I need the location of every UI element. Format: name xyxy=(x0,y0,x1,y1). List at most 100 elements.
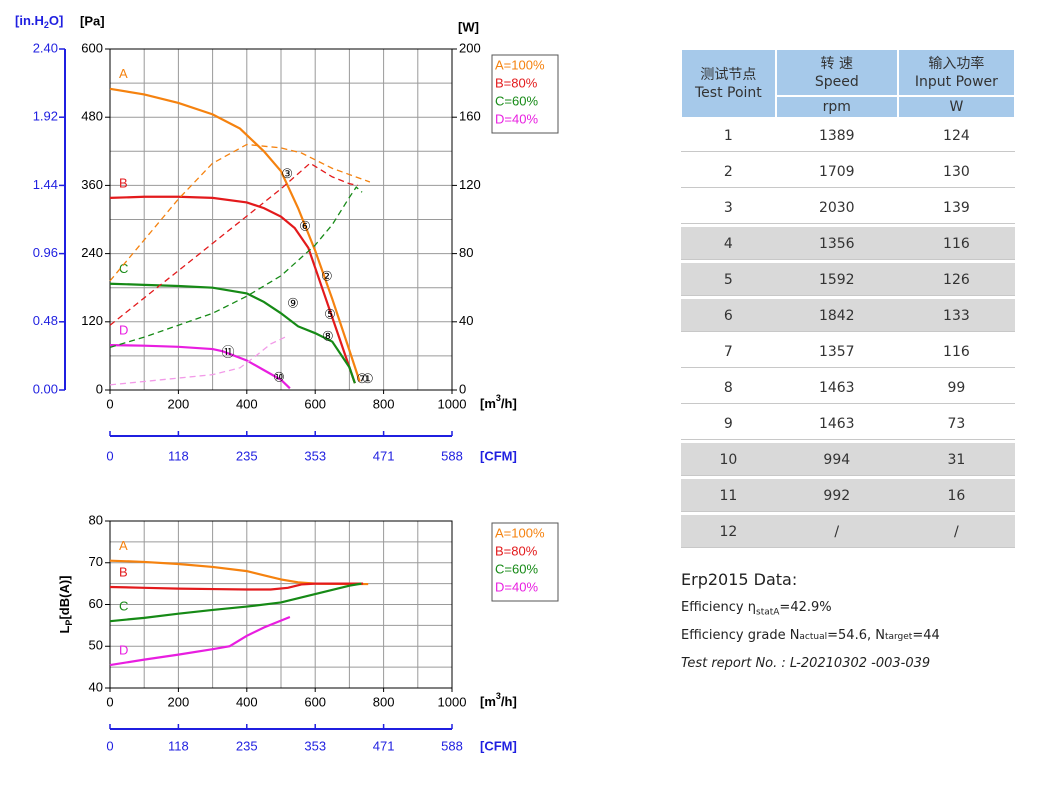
y3-tick-label: 0.48 xyxy=(33,313,58,328)
erp-notes: Erp2015 Data: Efficiency ηstatA=42.9% Ef… xyxy=(681,566,940,678)
header-cell: 测试节点 Test Point xyxy=(680,48,777,119)
text: Efficiency grade N xyxy=(681,628,800,643)
test-point: ⑦ xyxy=(356,371,368,386)
header-text: 测试节点 xyxy=(700,66,757,83)
plot-frame xyxy=(109,48,453,391)
table-cell: 1 xyxy=(681,118,776,155)
table-cell: 3 xyxy=(681,189,776,227)
table-cell: 31 xyxy=(897,441,1015,479)
table-cell: 12 xyxy=(681,513,776,551)
table-row: 8 1463 99 xyxy=(681,369,1015,407)
x2-tick-label: 588 xyxy=(441,738,463,753)
curve-label: B xyxy=(119,175,128,190)
table-row: 10 994 31 xyxy=(681,441,1015,479)
legend-entry: A=100% xyxy=(495,57,545,72)
table-cell: 99 xyxy=(897,369,1015,407)
table-cell: 11 xyxy=(681,477,776,515)
test-point: ⑧ xyxy=(322,329,334,344)
text: [m xyxy=(480,694,496,709)
text: [dB(A)] xyxy=(57,575,72,619)
table-cell: 116 xyxy=(897,225,1015,263)
table-cell: 7 xyxy=(681,333,776,371)
x2-tick-label: 0 xyxy=(106,738,113,753)
x2-tick-label: 353 xyxy=(304,448,326,463)
table-cell: 6 xyxy=(681,297,776,335)
table-cell: 116 xyxy=(897,333,1015,371)
subscript: target xyxy=(884,632,913,642)
y2-tick-label: 40 xyxy=(459,313,473,328)
x-tick-label: 800 xyxy=(373,396,395,411)
unit-cell: rpm xyxy=(774,95,899,119)
y-tick-label: 600 xyxy=(81,40,103,55)
notes-heading: Erp2015 Data: xyxy=(681,570,798,589)
table-cell: 139 xyxy=(897,189,1015,227)
y-tick-label: 80 xyxy=(89,512,103,527)
test-point: ⑩ xyxy=(273,370,285,385)
table-cell: 1842 xyxy=(775,297,898,335)
table-cell: 1389 xyxy=(775,118,898,155)
x2-tick-label: 471 xyxy=(373,448,395,463)
subscript: 2 xyxy=(44,20,49,30)
table-cell: 1709 xyxy=(775,153,898,191)
table-cell: 1463 xyxy=(775,405,898,443)
curve xyxy=(109,195,356,384)
curve-label: D xyxy=(119,323,128,338)
table-cell: 133 xyxy=(897,297,1015,335)
y2-tick-label: 0 xyxy=(459,381,466,396)
legend-entry: B=80% xyxy=(495,543,538,558)
test-point: ⑪ xyxy=(221,344,234,359)
table-cell: 5 xyxy=(681,261,776,299)
table-cell: 1356 xyxy=(775,225,898,263)
table-row: 5 1592 126 xyxy=(681,261,1015,299)
curve xyxy=(109,87,361,382)
legend-entry: B=80% xyxy=(495,75,538,90)
header-text: Input Power xyxy=(914,73,998,90)
test-point: ⑨ xyxy=(287,296,299,311)
test-point: ② xyxy=(321,268,333,283)
y-tick-label: 70 xyxy=(89,554,103,569)
x2-tick-label: 235 xyxy=(236,738,258,753)
power-curve xyxy=(109,186,363,348)
superscript: 3 xyxy=(496,393,501,403)
header-text: Test Point xyxy=(694,84,762,101)
subscript: actual xyxy=(799,632,828,642)
x-tick-label: 400 xyxy=(236,694,258,709)
text: =42.9% xyxy=(779,600,832,615)
header-cell: 输入功率 Input Power xyxy=(896,48,1017,97)
table-cell: 124 xyxy=(897,118,1015,155)
x-tick-label: 0 xyxy=(106,396,113,411)
header-text: 输入功率 xyxy=(928,55,985,72)
table-row: 1 1389 124 xyxy=(681,118,1015,155)
x2-tick-label: 471 xyxy=(373,738,395,753)
text: /h] xyxy=(501,396,517,411)
x-axis-label: [m3/h] xyxy=(480,691,517,709)
curve xyxy=(109,344,291,390)
header-row: 测试节点 Test Point 转 速 Speed 输入功率 Input Power xyxy=(680,48,1017,119)
power-curve xyxy=(109,143,371,282)
superscript: 3 xyxy=(496,691,501,701)
curve xyxy=(109,582,364,591)
test-table: 测试节点 Test Point 转 速 Speed 输入功率 Input Power rpm… xyxy=(680,48,1017,551)
table-cell: / xyxy=(897,513,1015,551)
text: /h] xyxy=(501,694,517,709)
test-point: ① xyxy=(362,371,374,386)
y2-tick-label: 160 xyxy=(459,109,481,124)
table-cell: 73 xyxy=(897,405,1015,443)
x2-tick-label: 235 xyxy=(236,448,258,463)
y2-tick-label: 80 xyxy=(459,245,473,260)
subscript: statA xyxy=(756,607,780,618)
y-tick-label: 360 xyxy=(81,177,103,192)
table-row: 4 1356 116 xyxy=(681,225,1015,263)
test-point: ⑥ xyxy=(299,218,311,233)
table-row: 2 1709 130 xyxy=(681,153,1015,191)
unit-row: rpm W xyxy=(681,95,1017,119)
power-curve xyxy=(109,162,359,326)
curve-label: C xyxy=(119,599,128,614)
table-row: 7 1357 116 xyxy=(681,333,1015,371)
text: =44 xyxy=(912,628,940,643)
y3-tick-label: 0.00 xyxy=(33,381,58,396)
y3-tick-label: 1.92 xyxy=(33,109,58,124)
x-tick-label: 200 xyxy=(168,396,190,411)
legend-box xyxy=(491,54,559,134)
x-tick-label: 1000 xyxy=(438,694,467,709)
